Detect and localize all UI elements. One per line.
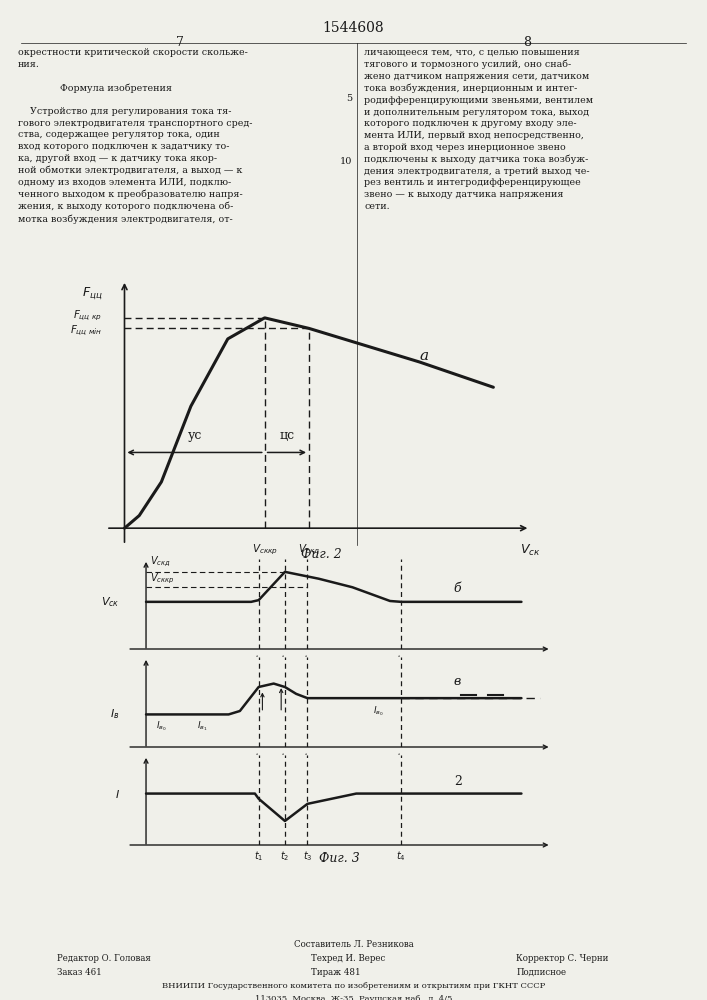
Text: 1544608: 1544608 [322, 21, 385, 35]
Text: $V_{сккр}$: $V_{сккр}$ [252, 543, 278, 557]
Text: цс: цс [279, 429, 294, 442]
Text: б: б [454, 582, 462, 595]
Text: $F_{цц\ кр}$: $F_{цц\ кр}$ [74, 309, 103, 323]
Text: $I_{в_1}$: $I_{в_1}$ [197, 720, 208, 733]
Text: $V_{ск}$: $V_{ск}$ [520, 543, 541, 558]
Text: $t_2$: $t_2$ [280, 751, 290, 765]
Text: $V_{ск}$: $V_{ск}$ [101, 595, 119, 609]
Text: Подписное: Подписное [516, 968, 566, 977]
Text: $t_2$: $t_2$ [280, 849, 290, 863]
Text: Редактор О. Головая: Редактор О. Головая [57, 954, 151, 963]
Text: Тираж 481: Тираж 481 [311, 968, 361, 977]
Text: $F_{цц\ мін}$: $F_{цц\ мін}$ [70, 323, 103, 338]
Text: ВНИИПИ Государственного комитета по изобретениям и открытиям при ГКНТ СССР: ВНИИПИ Государственного комитета по изоб… [162, 982, 545, 990]
Text: 7: 7 [176, 36, 185, 49]
Text: $t_4$: $t_4$ [397, 653, 407, 667]
Text: 10: 10 [339, 157, 352, 166]
Text: Фиг. 2: Фиг. 2 [301, 548, 342, 561]
Text: $t_3$: $t_3$ [303, 751, 312, 765]
Text: 113035, Москва, Ж-35, Раушская наб., д. 4/5: 113035, Москва, Ж-35, Раушская наб., д. … [255, 995, 452, 1000]
Text: 2: 2 [454, 775, 462, 788]
Text: уc: уc [187, 429, 201, 442]
Text: Фиг. 3: Фиг. 3 [319, 852, 360, 865]
Text: личающееся тем, что, с целью повышения
тягового и тормозного усилий, оно снаб-
ж: личающееся тем, что, с целью повышения т… [364, 48, 593, 211]
Text: Техред И. Верес: Техред И. Верес [311, 954, 385, 963]
Text: $t_1$: $t_1$ [254, 653, 264, 667]
Text: $t_4$: $t_4$ [397, 849, 407, 863]
Text: $I_{в_0}$: $I_{в_0}$ [373, 704, 384, 718]
Text: $t_2$: $t_2$ [280, 653, 290, 667]
Text: Заказ 461: Заказ 461 [57, 968, 101, 977]
Text: $I$: $I$ [115, 788, 119, 800]
Text: в: в [454, 675, 461, 688]
Text: 5: 5 [346, 94, 352, 103]
Text: Корректор С. Черни: Корректор С. Черни [516, 954, 609, 963]
Text: $F_{цц}$: $F_{цц}$ [82, 286, 103, 302]
Text: Составитель Л. Резникова: Составитель Л. Резникова [293, 940, 414, 949]
Text: $V_{скд}$: $V_{скд}$ [298, 543, 320, 557]
Text: 8: 8 [522, 36, 531, 49]
Text: $t_3$: $t_3$ [303, 849, 312, 863]
Text: окрестности критической скорости скольже-
ния.

              Формула изобретени: окрестности критической скорости скольже… [18, 48, 252, 224]
Text: a: a [419, 349, 428, 363]
Text: $t_1$: $t_1$ [254, 751, 264, 765]
Text: $t_1$: $t_1$ [254, 849, 264, 863]
Text: $I_в$: $I_в$ [110, 708, 119, 721]
Text: $V_{скд}$: $V_{скд}$ [150, 555, 170, 569]
Text: $t_3$: $t_3$ [303, 653, 312, 667]
Text: $V_{сккр}$: $V_{сккр}$ [150, 572, 175, 586]
Text: $I_{в_0}$: $I_{в_0}$ [156, 720, 166, 733]
Text: $t_4$: $t_4$ [397, 751, 407, 765]
